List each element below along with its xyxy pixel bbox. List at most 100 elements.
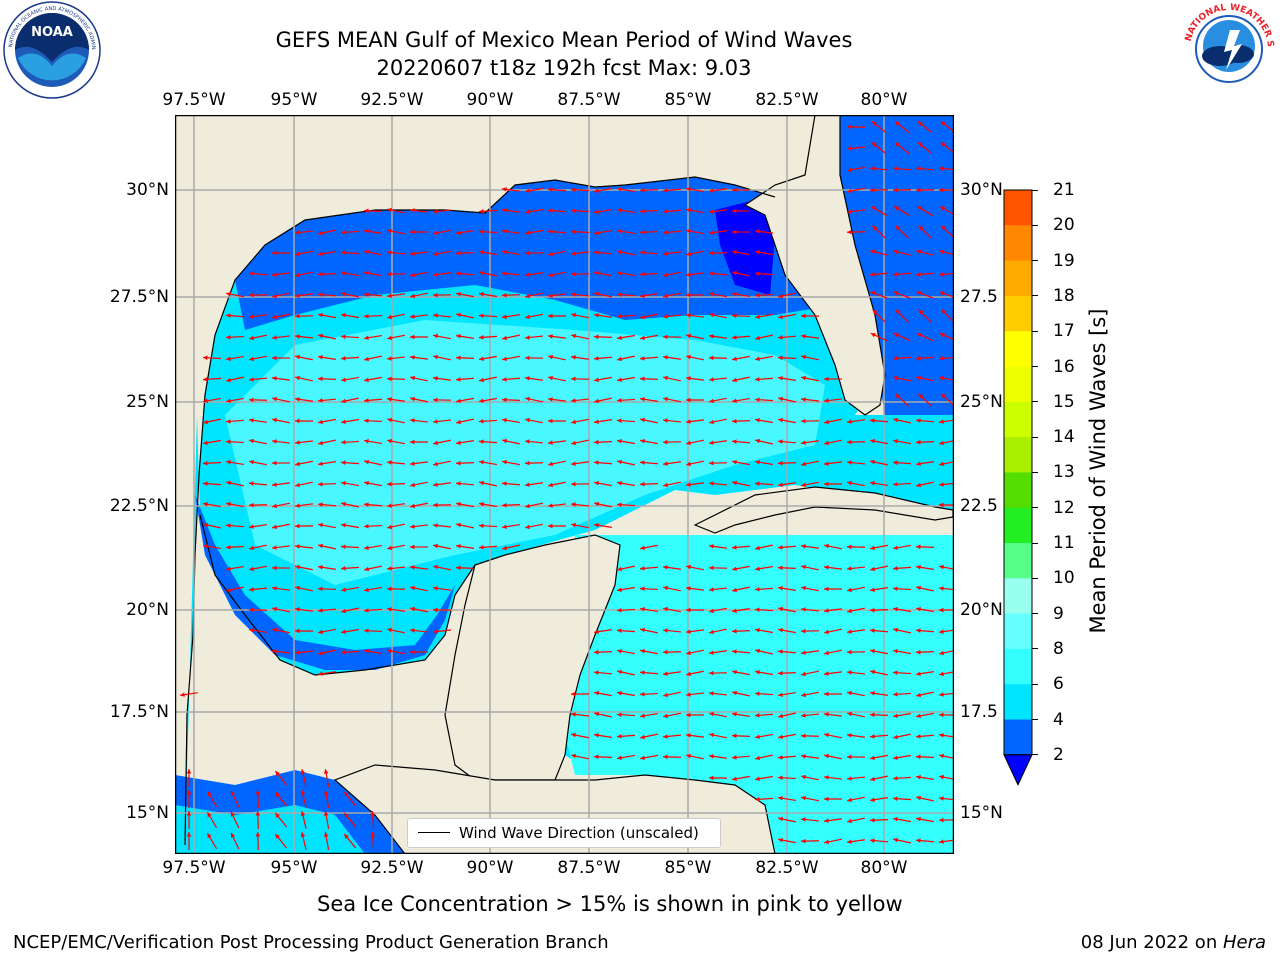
wind-arrow xyxy=(685,692,705,697)
wind-arrow xyxy=(732,669,750,676)
wind-arrow xyxy=(869,607,889,613)
wind-arrow xyxy=(916,205,934,217)
wind-arrow xyxy=(341,313,359,319)
wind-arrow xyxy=(708,460,728,466)
wind-arrow xyxy=(547,293,567,298)
wind-arrow xyxy=(206,790,218,808)
wind-arrow xyxy=(479,502,497,508)
colorbar-segment xyxy=(1004,190,1032,226)
wind-arrow xyxy=(317,398,337,403)
wind-arrow xyxy=(778,417,796,424)
wind-arrow xyxy=(915,272,935,277)
wind-arrow xyxy=(870,544,888,551)
wind-arrow xyxy=(823,712,843,717)
wind-arrow xyxy=(202,355,222,360)
wind-arrow xyxy=(616,734,636,739)
wind-arrow xyxy=(663,396,681,403)
wind-arrow xyxy=(639,208,659,214)
wind-arrow xyxy=(593,356,613,361)
wind-arrow xyxy=(524,335,544,340)
lon-tick-top: 90°W xyxy=(466,90,514,110)
wind-arrow xyxy=(387,207,405,214)
wind-arrow xyxy=(455,355,475,361)
wind-arrow xyxy=(616,712,636,717)
wind-arrow xyxy=(709,188,727,193)
wind-arrow xyxy=(501,377,521,382)
wind-arrow xyxy=(732,292,750,298)
wind-arrow xyxy=(801,564,819,571)
wind-arrow xyxy=(341,270,359,277)
wind-arrow xyxy=(341,397,359,404)
wind-arrow xyxy=(801,481,819,488)
wind-arrow xyxy=(616,292,636,297)
wind-arrow xyxy=(548,271,566,278)
wind-arrow xyxy=(364,586,382,593)
wind-arrow xyxy=(732,775,750,782)
wind-arrow xyxy=(271,482,291,487)
wind-arrow xyxy=(295,375,313,382)
wind-arrow xyxy=(640,648,658,655)
wind-arrow xyxy=(409,439,429,445)
wind-arrow xyxy=(364,649,382,655)
wind-arrow xyxy=(916,691,934,698)
wind-arrow xyxy=(387,334,405,341)
yucatan-land xyxy=(444,534,621,781)
colorbar-segment xyxy=(1004,437,1032,473)
wind-arrow xyxy=(686,753,704,760)
wind-arrow xyxy=(502,459,520,466)
wind-arrow xyxy=(593,334,613,340)
wind-arrow xyxy=(570,481,590,487)
wind-arrow xyxy=(892,187,912,193)
wind-arrow xyxy=(524,355,544,361)
colorbar-segment xyxy=(1004,507,1032,544)
wind-arrow xyxy=(639,271,659,277)
wind-arrow xyxy=(341,418,359,424)
wind-arrow xyxy=(364,439,382,445)
wind-arrow xyxy=(274,791,288,807)
wind-arrow xyxy=(846,460,866,465)
wind-arrow xyxy=(318,439,336,446)
wind-arrow xyxy=(249,314,267,319)
wind-arrow xyxy=(709,334,727,339)
wind-arrow xyxy=(824,649,842,656)
wind-arrow xyxy=(754,691,774,696)
wind-arrow xyxy=(872,309,886,323)
wind-arrow xyxy=(847,209,865,214)
wind-arrow xyxy=(226,291,244,298)
wind-arrow xyxy=(709,711,727,718)
wind-arrow xyxy=(640,754,658,761)
wind-arrow xyxy=(363,313,383,319)
wind-arrow xyxy=(340,356,360,361)
wind-arrow xyxy=(754,587,774,592)
wind-arrow xyxy=(754,271,774,276)
colorbar-tick-mark xyxy=(1032,260,1038,262)
wind-arrow xyxy=(230,790,240,808)
wind-arrow xyxy=(593,670,613,675)
wind-arrow xyxy=(754,797,774,802)
wind-arrow xyxy=(617,565,635,572)
wind-arrow xyxy=(363,208,383,214)
wind-arrow xyxy=(387,627,405,634)
wind-arrow xyxy=(478,209,498,214)
lon-tick-bottom: 87.5°W xyxy=(557,858,621,878)
wind-arrow xyxy=(755,627,773,634)
wind-arrow xyxy=(893,754,911,761)
wind-arrow xyxy=(343,812,357,828)
wind-arrow xyxy=(778,712,796,719)
wind-arrow xyxy=(294,523,314,529)
wind-arrow xyxy=(525,208,543,215)
wind-arrow xyxy=(363,502,383,507)
wind-arrow xyxy=(892,692,912,697)
wind-arrow xyxy=(363,608,383,613)
wind-arrow xyxy=(847,839,865,844)
noaa-logo-icon: NOAA NATIONAL OCEANIC AND ATMOSPHERIC AD… xyxy=(0,0,102,100)
lon-tick-top: 85°W xyxy=(664,90,712,110)
wind-arrow xyxy=(593,649,613,655)
wind-arrow xyxy=(754,481,774,486)
wind-arrow xyxy=(455,250,475,256)
wind-arrow xyxy=(317,608,337,613)
wind-arrow xyxy=(870,481,888,487)
wind-arrow xyxy=(323,811,330,829)
wind-arrow xyxy=(893,607,911,613)
wind-arrow xyxy=(915,166,935,171)
